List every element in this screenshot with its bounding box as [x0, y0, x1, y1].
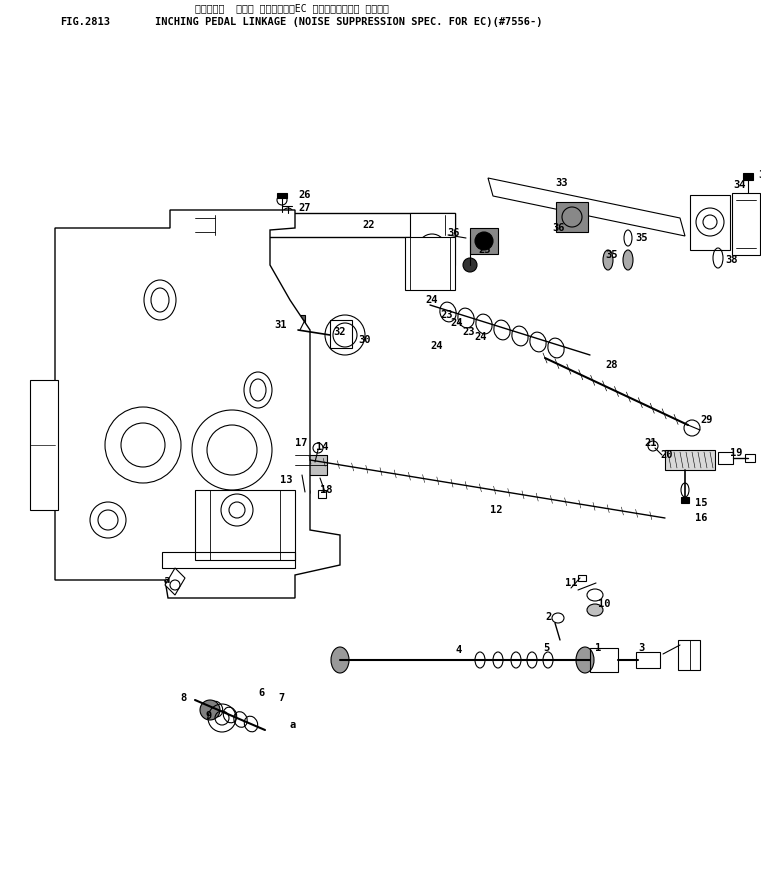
Text: 24: 24 [430, 341, 442, 351]
Text: FIG.2813: FIG.2813 [60, 17, 110, 27]
Text: 5: 5 [543, 643, 549, 653]
Text: 21: 21 [644, 438, 657, 448]
Text: 22: 22 [362, 220, 374, 230]
Text: 36: 36 [447, 228, 460, 238]
Text: 14: 14 [316, 442, 329, 452]
Text: 1: 1 [595, 643, 601, 653]
Text: 24: 24 [425, 295, 438, 305]
Text: 24: 24 [450, 318, 463, 328]
Text: 12: 12 [490, 505, 502, 515]
Text: 4: 4 [455, 645, 461, 655]
Text: 36: 36 [552, 223, 565, 233]
Text: 26: 26 [298, 190, 310, 200]
Text: 7: 7 [278, 693, 285, 703]
Text: 17: 17 [295, 438, 307, 448]
Ellipse shape [331, 647, 349, 673]
Circle shape [475, 232, 493, 250]
Text: 3: 3 [638, 643, 645, 653]
Bar [718, 452, 733, 464]
Text: 16: 16 [695, 513, 708, 523]
Circle shape [200, 700, 220, 720]
Polygon shape [690, 195, 730, 250]
Text: 30: 30 [358, 335, 371, 345]
Text: 33: 33 [555, 178, 568, 188]
Polygon shape [410, 213, 455, 265]
Text: 18: 18 [320, 485, 333, 495]
Text: 9: 9 [205, 711, 212, 721]
Text: 13: 13 [280, 475, 292, 485]
Ellipse shape [603, 250, 613, 270]
Ellipse shape [576, 647, 594, 673]
Text: 32: 32 [333, 327, 345, 337]
Text: a: a [290, 720, 296, 730]
Text: 27: 27 [298, 203, 310, 213]
Text: 23: 23 [440, 310, 453, 320]
Text: 11: 11 [565, 578, 578, 588]
Text: 8: 8 [180, 693, 186, 703]
Bar [295, 455, 327, 475]
Polygon shape [405, 237, 455, 290]
Bar [318, 490, 326, 498]
Polygon shape [55, 210, 340, 598]
Text: インチング  ペダル リンケージ（EC のダイアグノシス ション）: インチング ペダル リンケージ（EC のダイアグノシス ション） [195, 3, 389, 13]
Text: 31: 31 [274, 320, 286, 330]
Bar [277, 193, 287, 198]
Bar [745, 454, 755, 462]
Text: 39: 39 [758, 170, 761, 180]
Bar [285, 326, 305, 338]
Ellipse shape [587, 604, 603, 616]
Bar [162, 552, 295, 568]
Bar [681, 497, 689, 503]
Polygon shape [732, 193, 760, 255]
Polygon shape [195, 490, 295, 560]
Text: 35: 35 [635, 233, 648, 243]
Polygon shape [665, 450, 715, 470]
Text: 35: 35 [605, 250, 617, 260]
Polygon shape [470, 228, 498, 254]
Text: 19: 19 [730, 448, 743, 458]
Text: INCHING PEDAL LINKAGE (NOISE SUPPRESSION SPEC. FOR EC)(#7556-): INCHING PEDAL LINKAGE (NOISE SUPPRESSION… [155, 17, 543, 27]
Text: 2: 2 [545, 612, 551, 622]
Polygon shape [30, 380, 58, 510]
Bar [283, 210, 293, 215]
Ellipse shape [623, 250, 633, 270]
Polygon shape [165, 568, 185, 595]
Text: 28: 28 [605, 360, 617, 370]
Polygon shape [195, 213, 455, 237]
Polygon shape [488, 178, 685, 236]
Text: 29: 29 [700, 415, 712, 425]
Bar [578, 575, 586, 581]
Bar [590, 648, 618, 672]
Circle shape [463, 258, 477, 272]
Text: 6: 6 [258, 688, 264, 698]
Text: 38: 38 [725, 255, 737, 265]
Bar [330, 320, 352, 348]
Polygon shape [556, 202, 588, 232]
Text: 25: 25 [478, 245, 491, 255]
Bar [297, 315, 305, 323]
Text: 34: 34 [733, 180, 746, 190]
Bar [743, 173, 753, 180]
Polygon shape [678, 640, 700, 670]
Text: 20: 20 [660, 450, 673, 460]
Bar [636, 652, 660, 668]
Text: a: a [163, 575, 169, 585]
Text: 24: 24 [474, 332, 486, 342]
Text: 10: 10 [598, 599, 610, 609]
Text: 23: 23 [462, 327, 475, 337]
Text: 15: 15 [695, 498, 708, 508]
